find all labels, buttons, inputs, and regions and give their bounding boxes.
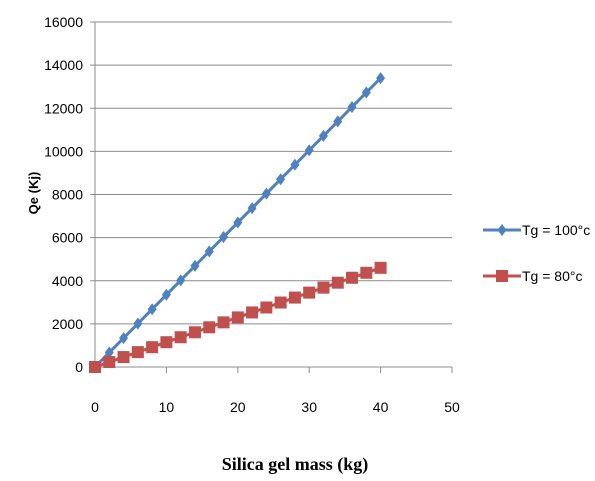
data-point xyxy=(146,341,159,354)
data-point xyxy=(117,351,130,364)
data-point xyxy=(176,274,186,287)
y-tick-label: 6000 xyxy=(52,230,83,246)
data-point xyxy=(174,331,187,344)
x-tick-label: 50 xyxy=(444,399,460,415)
data-point xyxy=(219,230,229,243)
data-point xyxy=(217,316,230,329)
data-point xyxy=(374,261,387,274)
legend-label: Tg = 80°c xyxy=(522,268,582,284)
y-tick-label: 2000 xyxy=(52,316,83,332)
data-point xyxy=(104,346,114,359)
data-point xyxy=(288,291,301,304)
data-point xyxy=(318,129,328,142)
x-tick-labels: 0 10 20 30 40 50 xyxy=(91,399,460,415)
y-tick-label: 8000 xyxy=(52,187,83,203)
data-point xyxy=(247,202,257,215)
y-tick-label: 14000 xyxy=(44,57,83,73)
data-point xyxy=(204,245,214,258)
x-axis-label: Silica gel mass (kg) xyxy=(222,454,369,475)
data-point xyxy=(290,158,300,171)
data-point xyxy=(89,361,101,373)
data-point xyxy=(188,326,201,339)
data-point xyxy=(276,173,286,186)
data-point xyxy=(376,72,386,85)
x-tick-label: 40 xyxy=(373,399,389,415)
data-point xyxy=(304,144,314,157)
data-point xyxy=(133,317,143,330)
y-tick-label: 0 xyxy=(75,359,83,375)
y-tick-labels: 0 2000 4000 6000 8000 10000 12000 14000 16000 xyxy=(44,14,83,375)
data-point xyxy=(190,259,200,272)
x-tick-label: 20 xyxy=(230,399,246,415)
axes xyxy=(90,21,453,373)
data-point xyxy=(346,271,359,284)
x-tick-label: 30 xyxy=(301,399,317,415)
series-0 xyxy=(90,72,386,373)
data-point xyxy=(203,321,216,334)
x-tick-label: 0 xyxy=(91,399,99,415)
legend: Tg = 100°c Tg = 80°c xyxy=(483,222,590,284)
y-axis-label: Qe (Kj) xyxy=(26,172,41,215)
legend-marker xyxy=(496,270,508,282)
data-point xyxy=(233,216,243,229)
legend-marker xyxy=(497,224,507,236)
y-tick-label: 10000 xyxy=(44,143,83,159)
series-layer xyxy=(89,72,387,373)
data-point xyxy=(331,276,344,289)
data-point xyxy=(231,311,244,324)
data-point xyxy=(160,336,173,349)
data-point xyxy=(119,332,129,345)
data-point xyxy=(246,306,259,319)
data-point xyxy=(103,356,116,369)
legend-label: Tg = 100°c xyxy=(522,222,590,238)
data-point xyxy=(303,286,316,299)
data-point xyxy=(317,281,330,294)
data-point xyxy=(274,296,287,309)
y-tick-label: 4000 xyxy=(52,273,83,289)
data-point xyxy=(261,187,271,200)
data-point xyxy=(260,301,273,314)
data-point xyxy=(161,288,171,301)
data-point xyxy=(131,346,144,359)
data-point xyxy=(333,115,343,128)
data-point xyxy=(361,86,371,99)
data-point xyxy=(360,266,373,279)
x-tick-label: 10 xyxy=(159,399,175,415)
data-point xyxy=(347,100,357,113)
series-1 xyxy=(89,261,387,373)
y-tick-label: 16000 xyxy=(44,14,83,30)
gridlines xyxy=(95,21,452,325)
y-tick-label: 12000 xyxy=(44,100,83,116)
data-point xyxy=(147,303,157,316)
